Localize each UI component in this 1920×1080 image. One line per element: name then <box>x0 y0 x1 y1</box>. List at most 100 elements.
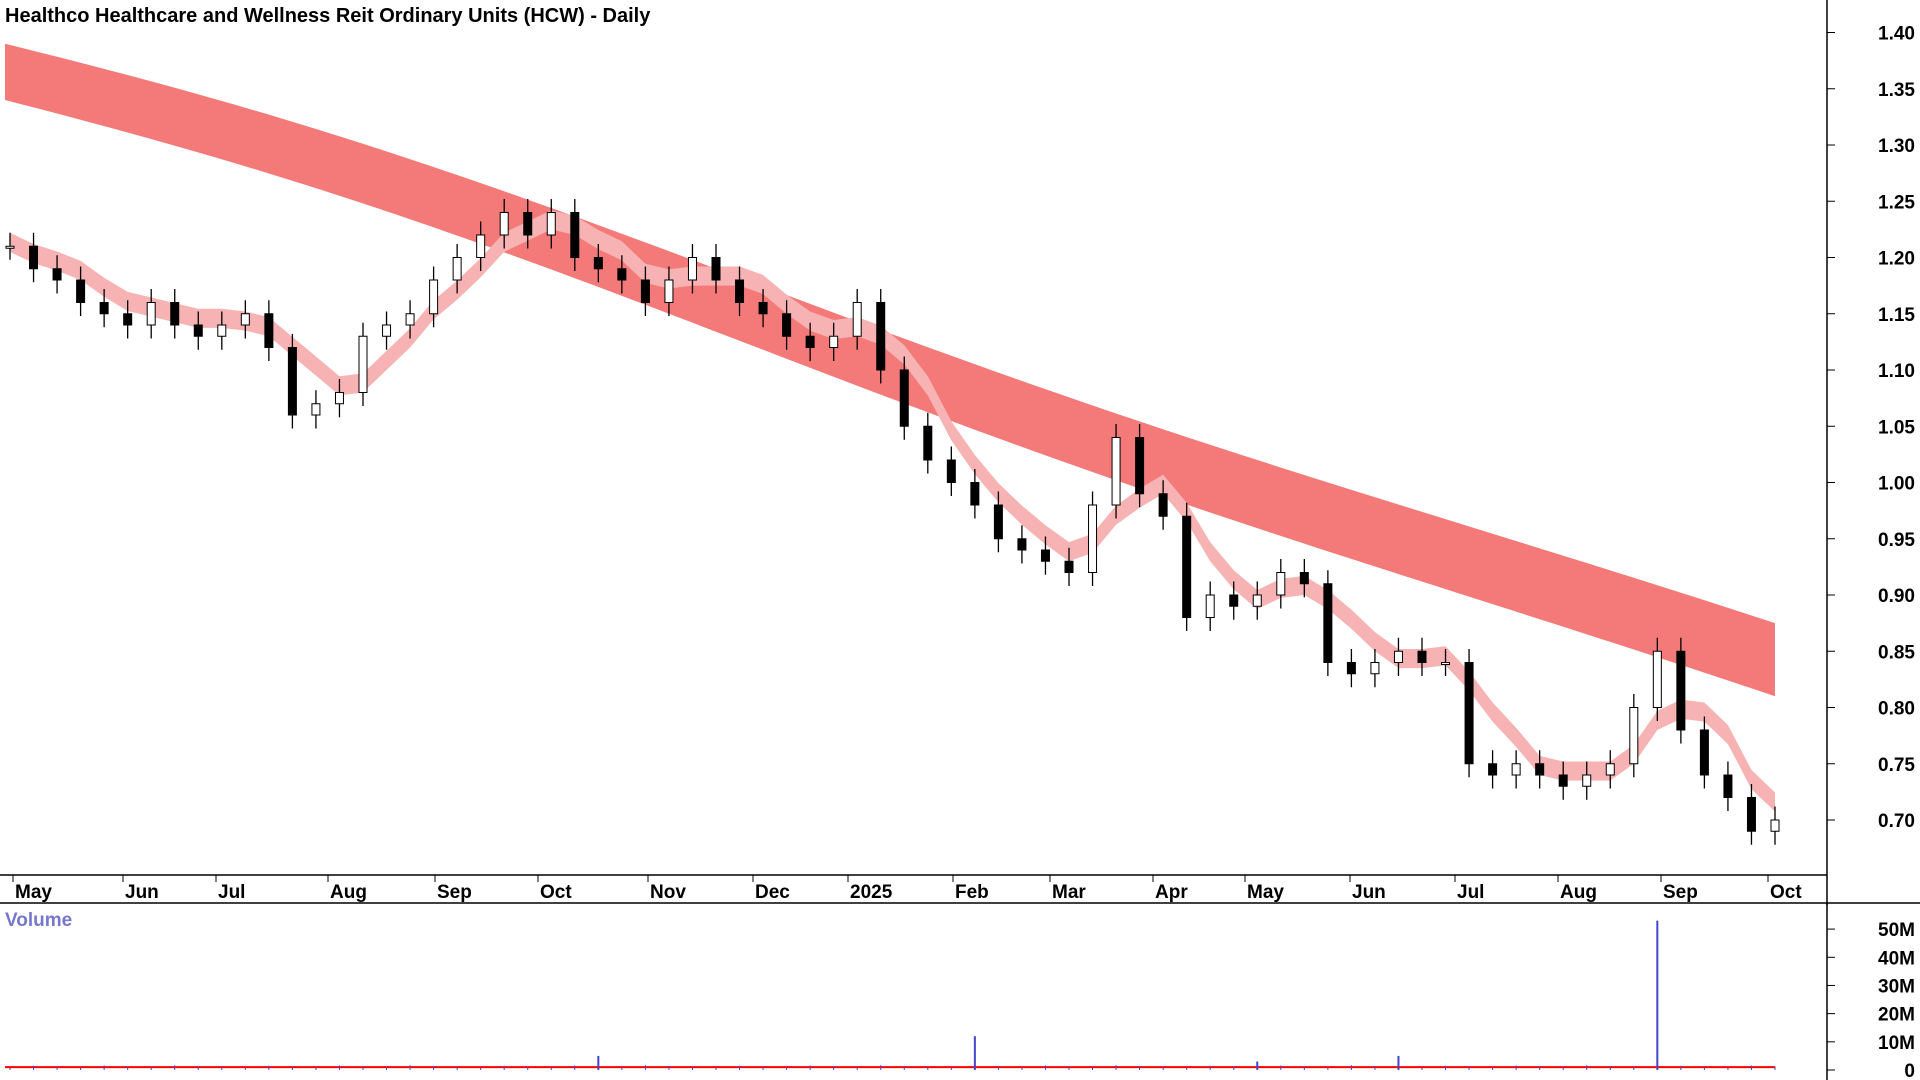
candle-body <box>852 302 862 337</box>
volume-label: Volume <box>5 910 72 931</box>
x-tick-label: Oct <box>540 882 572 903</box>
candle-body <box>217 324 227 337</box>
candle-body <box>476 234 486 258</box>
candle-body <box>664 279 674 303</box>
candle-body <box>1017 538 1027 551</box>
candle-body <box>829 335 839 348</box>
candle-body <box>76 279 86 303</box>
vol-tick-label: 20M <box>1878 1005 1915 1026</box>
candle-body <box>1582 774 1592 787</box>
y-tick-label: 0.95 <box>1878 530 1915 551</box>
x-tick-label: May <box>15 882 52 903</box>
y-tick-label: 1.15 <box>1878 305 1915 326</box>
candle-body <box>687 257 697 281</box>
candle-body <box>593 257 603 270</box>
candle-body <box>1229 594 1239 607</box>
x-tick-label: Nov <box>650 882 686 903</box>
x-tick-label: Oct <box>1770 882 1802 903</box>
vol-tick-label: 30M <box>1878 976 1915 997</box>
candle-body <box>523 212 533 236</box>
candle-body <box>1441 662 1451 665</box>
volume-axis: 50M 40M 30M 20M 10M 0 <box>1827 920 1915 1080</box>
candle-body <box>1511 763 1521 776</box>
x-tick-label: Jul <box>218 882 245 903</box>
candle-body <box>334 392 344 405</box>
candle-body <box>640 279 650 303</box>
candle-body <box>287 347 297 416</box>
y-tick-label: 1.20 <box>1878 249 1915 270</box>
vol-tick-label: 10M <box>1878 1033 1915 1054</box>
candle-body <box>1535 763 1545 776</box>
candle-body <box>146 302 156 326</box>
candle-body <box>193 324 203 337</box>
candle-body <box>1676 650 1686 731</box>
candle-body <box>546 212 556 236</box>
candle-body <box>993 504 1003 540</box>
candle-body <box>1182 515 1192 618</box>
long-ma-band <box>5 43 1775 697</box>
candle-body <box>99 302 109 315</box>
candle-body <box>1040 549 1050 562</box>
candle-body <box>1723 774 1733 798</box>
x-tick-label: May <box>1247 882 1284 903</box>
y-tick-label: 1.30 <box>1878 136 1915 157</box>
y-tick-label: 1.10 <box>1878 361 1915 382</box>
y-tick-label: 0.85 <box>1878 642 1915 663</box>
candle-body <box>1135 437 1145 495</box>
candle-body <box>1111 437 1121 506</box>
candle-body <box>617 268 627 281</box>
candle-body <box>1417 650 1427 663</box>
candle-body <box>1629 707 1639 765</box>
x-tick-label: Mar <box>1052 882 1086 903</box>
x-tick-label: Sep <box>1663 882 1698 903</box>
y-tick-label: 1.05 <box>1878 417 1915 438</box>
candle-body <box>758 302 768 315</box>
vol-tick-label: 50M <box>1878 920 1915 941</box>
x-tick-label: Aug <box>1560 882 1597 903</box>
candle-body <box>1699 729 1709 776</box>
chart-title: Healthco Healthcare and Wellness Reit Or… <box>5 5 651 27</box>
candle-body <box>1323 583 1333 663</box>
x-tick-label: Jun <box>125 882 159 903</box>
x-tick-label: Dec <box>755 882 790 903</box>
candle-body <box>923 425 933 461</box>
x-tick-label: 2025 <box>850 882 893 903</box>
volume-panel: Volume 50M 40M 30M 20M 10M 0 <box>5 903 1915 1080</box>
price-panel: 1.40 1.35 1.30 1.25 1.20 1.15 1.10 1.05 1.00 0.95… <box>0 0 1920 905</box>
candle-body <box>452 257 462 281</box>
x-tick-label: Jun <box>1352 882 1386 903</box>
candle-body <box>429 279 439 315</box>
candle-body <box>1276 572 1286 596</box>
candle-body <box>1370 662 1380 675</box>
candle-body <box>1088 504 1098 573</box>
short-ma-band-area <box>10 210 1775 812</box>
candle-body <box>1746 797 1756 832</box>
candle-body <box>1252 594 1262 607</box>
volume-bars <box>5 920 1776 1070</box>
candle-body <box>311 403 321 416</box>
candle-body <box>1299 572 1309 585</box>
x-tick-label: Apr <box>1155 882 1188 903</box>
candle-body <box>1652 650 1662 708</box>
y-tick-label: 0.70 <box>1878 811 1915 832</box>
candle-body <box>499 212 509 236</box>
time-axis: May Jun Jul Aug Sep Oct Nov Dec 2025 Feb Mar Apr May… <box>12 875 1802 903</box>
candle-body <box>711 257 721 281</box>
candle-body <box>899 369 909 427</box>
candle-body <box>5 245 15 249</box>
candlestick-series <box>5 199 1780 845</box>
x-tick-label: Feb <box>955 882 989 903</box>
candle-body <box>1464 662 1474 765</box>
candle-body <box>1346 662 1356 675</box>
y-tick-label: 1.00 <box>1878 474 1915 495</box>
y-tick-label: 1.35 <box>1878 80 1915 101</box>
candle-body <box>1064 560 1074 573</box>
candle-body <box>264 313 274 348</box>
y-tick-label: 1.40 <box>1878 24 1915 45</box>
candle-body <box>1770 819 1780 832</box>
x-tick-label: Sep <box>437 882 472 903</box>
candle-body <box>876 302 886 371</box>
y-tick-label: 0.90 <box>1878 586 1915 607</box>
candle-body <box>358 335 368 393</box>
